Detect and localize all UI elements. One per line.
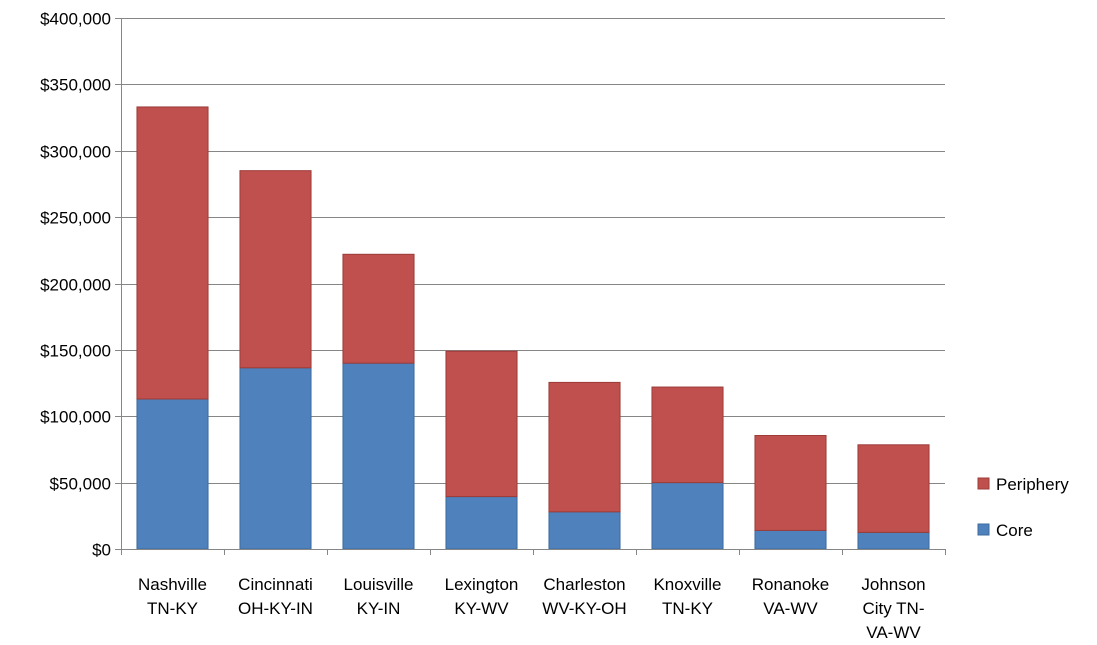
legend-label-periphery: Periphery bbox=[996, 475, 1069, 494]
bar-periphery bbox=[754, 434, 827, 531]
bars bbox=[136, 106, 930, 550]
legend: Periphery Core bbox=[977, 475, 1069, 540]
category-label: KY-WV bbox=[454, 599, 509, 618]
y-tick-label: $150,000 bbox=[40, 342, 111, 361]
bar-core bbox=[239, 367, 312, 550]
bar-periphery bbox=[239, 170, 312, 369]
y-tick-label: $350,000 bbox=[40, 76, 111, 95]
legend-label-core: Core bbox=[996, 521, 1033, 540]
category-label: KY-IN bbox=[357, 599, 401, 618]
bar-core bbox=[445, 496, 518, 550]
bar-core bbox=[754, 529, 827, 550]
category-label: Nashville bbox=[138, 575, 207, 594]
category-label: VA-WV bbox=[866, 623, 921, 642]
category-label: Cincinnati bbox=[238, 575, 313, 594]
category-label: Charleston bbox=[543, 575, 625, 594]
axes bbox=[115, 18, 946, 555]
y-axis-tick-labels: $0 $50,000 $100,000 $150,000 $200,000 $250,00… bbox=[40, 10, 111, 560]
category-label: VA-WV bbox=[763, 599, 818, 618]
y-tick-label: $250,000 bbox=[40, 209, 111, 228]
category-label: TN-KY bbox=[147, 599, 198, 618]
category-label: Johnson bbox=[861, 575, 925, 594]
bar-periphery bbox=[548, 381, 621, 513]
category-label: OH-KY-IN bbox=[238, 599, 313, 618]
y-tick-label: $200,000 bbox=[40, 276, 111, 295]
category-label: Lexington bbox=[445, 575, 519, 594]
bar-core bbox=[857, 531, 930, 550]
x-axis-category-labels: Nashville TN-KY Cincinnati OH-KY-IN Louisvil… bbox=[138, 575, 926, 642]
legend-swatch-core bbox=[977, 523, 990, 536]
bar-core bbox=[548, 511, 621, 550]
y-tick-label: $0 bbox=[92, 541, 111, 560]
legend-swatch-periphery bbox=[977, 477, 990, 490]
category-label: Ronanoke bbox=[752, 575, 830, 594]
y-tick-label: $50,000 bbox=[50, 475, 111, 494]
category-label: City TN- bbox=[862, 599, 924, 618]
category-label: TN-KY bbox=[662, 599, 713, 618]
bar-periphery bbox=[445, 350, 518, 498]
y-tick-label: $300,000 bbox=[40, 143, 111, 162]
bar-periphery bbox=[651, 386, 724, 484]
y-tick-label: $100,000 bbox=[40, 408, 111, 427]
bar-core bbox=[136, 398, 209, 550]
bar-periphery bbox=[342, 253, 415, 364]
y-tick-label: $400,000 bbox=[40, 10, 111, 29]
category-label: WV-KY-OH bbox=[542, 599, 626, 618]
category-label: Knoxville bbox=[653, 575, 721, 594]
bar-periphery bbox=[136, 106, 209, 400]
category-label: Louisville bbox=[344, 575, 414, 594]
bar-core bbox=[342, 362, 415, 550]
bar-core bbox=[651, 482, 724, 550]
bar-periphery bbox=[857, 444, 930, 533]
